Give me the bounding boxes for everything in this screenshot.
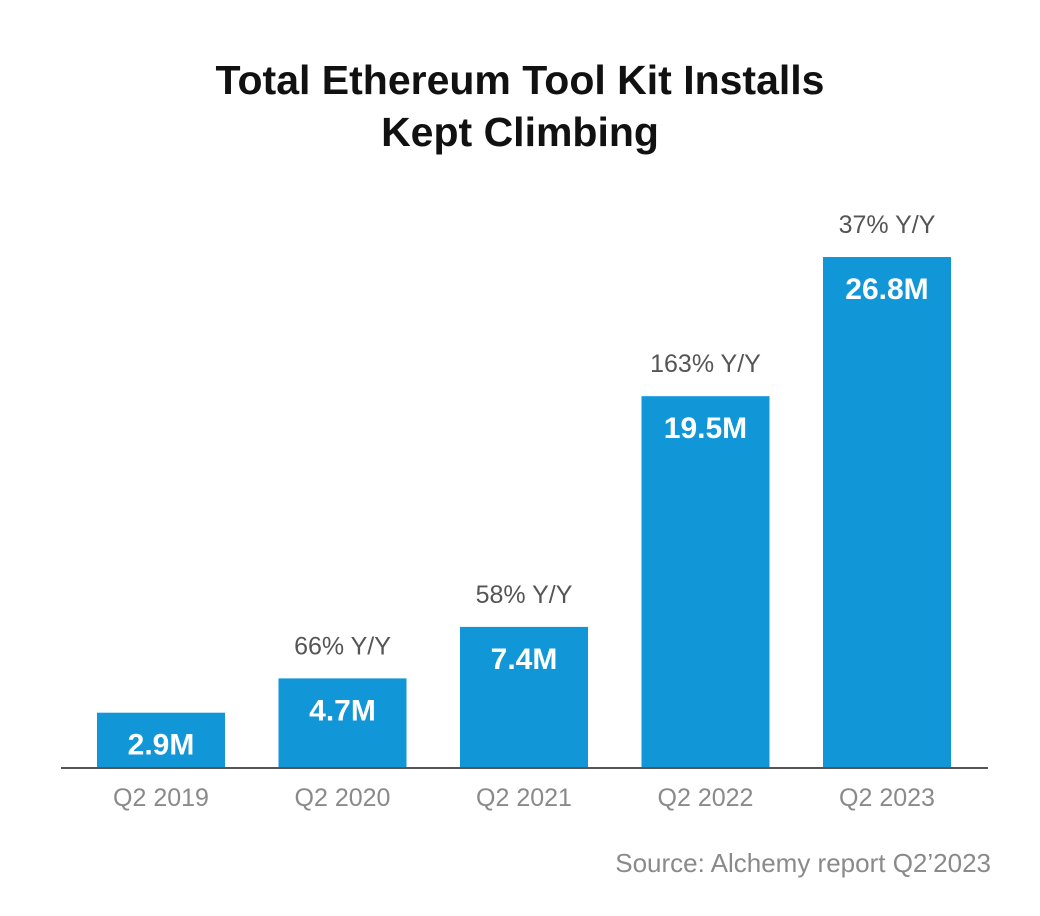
x-tick-label: Q2 2019 <box>113 784 209 812</box>
x-tick-label: Q2 2023 <box>839 784 935 812</box>
chart-title-line-2: Kept Climbing <box>381 109 659 155</box>
bar-value-label: 19.5M <box>664 412 747 445</box>
source-note: Source: Alchemy report Q2’2023 <box>615 848 991 878</box>
bar-q2-2019 <box>97 712 225 768</box>
growth-label: 163% Y/Y <box>650 350 761 378</box>
chart-title: Total Ethereum Tool Kit Installs Kept Cl… <box>0 54 1040 158</box>
labels-group: 2.9M Q2 2019 4.7M 66% Y/Y Q2 2020 7.4M 58% Y/Y… <box>113 211 936 812</box>
growth-label: 66% Y/Y <box>294 632 391 660</box>
bar-value-label: 7.4M <box>491 643 558 676</box>
growth-label: 58% Y/Y <box>476 581 573 609</box>
x-tick-label: Q2 2022 <box>658 784 754 812</box>
bar-q2-2021 <box>460 626 588 768</box>
x-tick-label: Q2 2020 <box>295 784 391 812</box>
bars-group <box>97 257 951 768</box>
bar-value-label: 4.7M <box>309 694 376 727</box>
bar-value-label: 26.8M <box>845 273 928 306</box>
bar-q2-2023 <box>823 257 951 768</box>
growth-label: 37% Y/Y <box>839 211 936 239</box>
bar-q2-2022 <box>641 396 770 768</box>
x-tick-label: Q2 2021 <box>476 784 572 812</box>
bar-q2-2020 <box>278 678 407 768</box>
bar-value-label: 2.9M <box>128 729 195 762</box>
chart-title-line-1: Total Ethereum Tool Kit Installs <box>215 57 825 103</box>
